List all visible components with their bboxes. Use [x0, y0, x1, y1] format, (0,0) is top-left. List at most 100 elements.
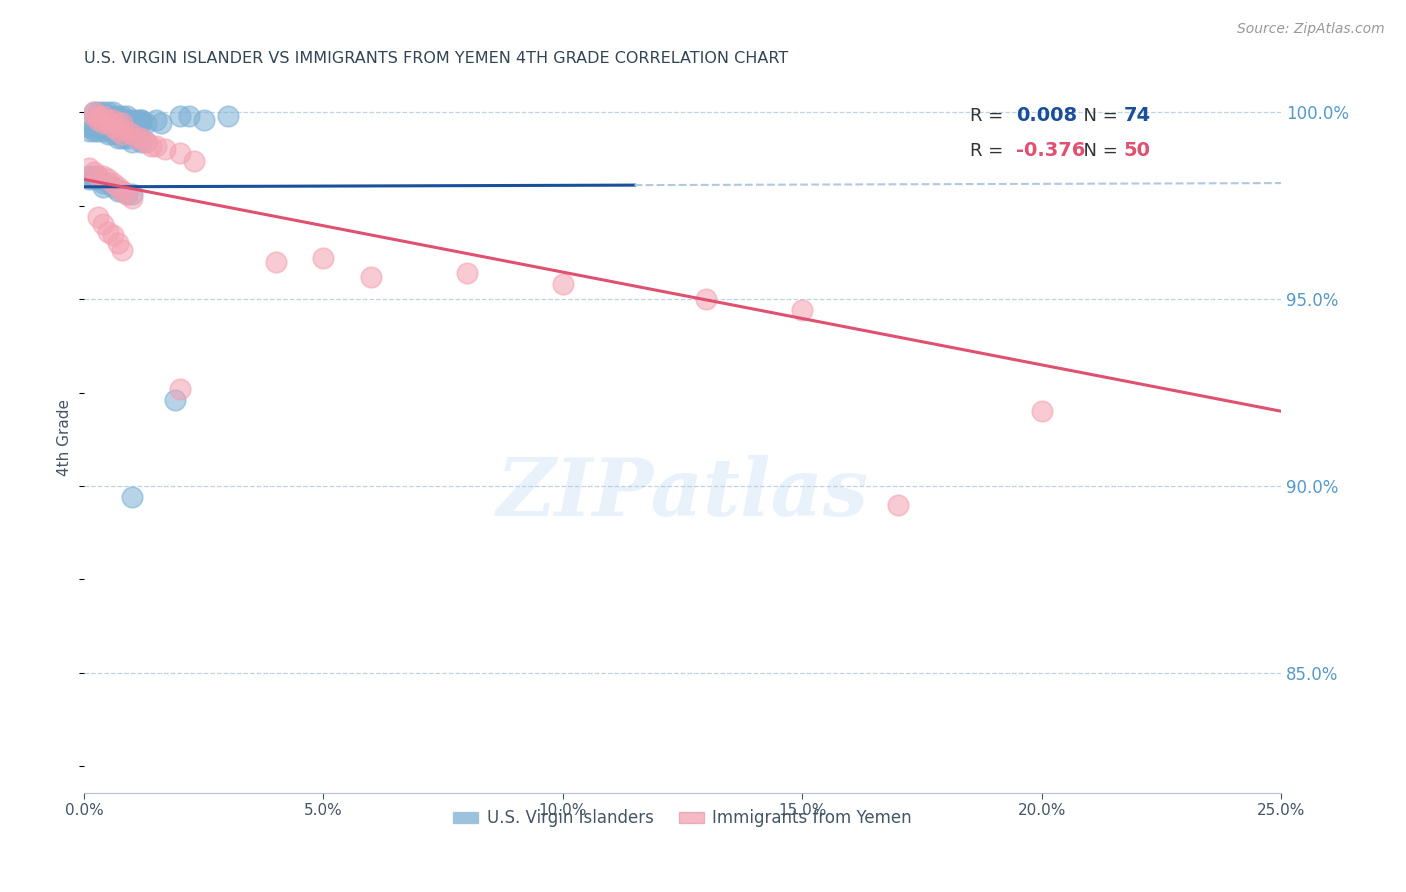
Point	[125, 116, 148, 130]
Point	[77, 172, 100, 186]
Point	[91, 217, 114, 231]
Point	[115, 112, 138, 127]
Point	[111, 244, 134, 258]
Text: Source: ZipAtlas.com: Source: ZipAtlas.com	[1237, 22, 1385, 37]
Point	[121, 191, 143, 205]
Point	[87, 124, 110, 138]
Point	[121, 116, 143, 130]
Point	[87, 169, 110, 183]
Point	[83, 105, 105, 120]
Point	[97, 116, 120, 130]
Point	[115, 116, 138, 130]
Point	[107, 124, 129, 138]
Point	[131, 112, 153, 127]
Point	[145, 112, 167, 127]
Point	[1031, 404, 1053, 418]
Point	[101, 179, 124, 194]
Point	[87, 112, 110, 127]
Point	[97, 105, 120, 120]
Point	[135, 135, 157, 149]
Point	[131, 116, 153, 130]
Point	[111, 116, 134, 130]
Point	[111, 131, 134, 145]
Point	[131, 135, 153, 149]
Point	[145, 138, 167, 153]
Point	[131, 112, 153, 127]
Point	[91, 105, 114, 120]
Text: 74: 74	[1123, 106, 1150, 126]
Point	[83, 120, 105, 134]
Legend: U.S. Virgin Islanders, Immigrants from Yemen: U.S. Virgin Islanders, Immigrants from Y…	[447, 803, 918, 834]
Point	[97, 172, 120, 186]
Point	[87, 120, 110, 134]
Text: ZIPatlas: ZIPatlas	[496, 456, 869, 533]
Point	[101, 109, 124, 123]
Point	[111, 184, 134, 198]
Point	[87, 109, 110, 123]
Point	[91, 112, 114, 127]
Point	[121, 187, 143, 202]
Text: -0.376: -0.376	[1015, 142, 1085, 161]
Point	[101, 120, 124, 134]
Point	[97, 112, 120, 127]
Point	[77, 161, 100, 175]
Point	[115, 124, 138, 138]
Point	[125, 131, 148, 145]
Point	[101, 112, 124, 127]
Point	[101, 228, 124, 243]
Text: 50: 50	[1123, 142, 1150, 161]
Point	[107, 109, 129, 123]
Point	[91, 169, 114, 183]
Point	[115, 187, 138, 202]
Point	[149, 116, 172, 130]
Point	[101, 124, 124, 138]
Point	[101, 105, 124, 120]
Point	[107, 116, 129, 130]
Point	[97, 176, 120, 190]
Point	[312, 251, 335, 265]
Point	[111, 124, 134, 138]
Point	[264, 254, 287, 268]
Point	[125, 131, 148, 145]
Point	[217, 109, 239, 123]
Point	[125, 112, 148, 127]
Point	[135, 116, 157, 130]
Point	[91, 116, 114, 130]
Point	[83, 165, 105, 179]
Text: N =: N =	[1071, 142, 1123, 160]
Point	[111, 109, 134, 123]
Point	[101, 176, 124, 190]
Point	[87, 210, 110, 224]
Point	[121, 112, 143, 127]
Point	[77, 124, 100, 138]
Point	[83, 172, 105, 186]
Point	[107, 116, 129, 130]
Point	[83, 105, 105, 120]
Point	[179, 109, 201, 123]
Point	[792, 303, 814, 318]
Point	[87, 172, 110, 186]
Point	[139, 138, 162, 153]
Point	[111, 184, 134, 198]
Point	[83, 124, 105, 138]
Point	[155, 143, 177, 157]
Point	[695, 292, 717, 306]
Point	[115, 187, 138, 202]
Point	[456, 266, 478, 280]
Point	[107, 184, 129, 198]
Point	[87, 109, 110, 123]
Point	[91, 176, 114, 190]
Point	[101, 128, 124, 142]
Point	[121, 490, 143, 504]
Point	[97, 128, 120, 142]
Point	[183, 153, 205, 168]
Text: U.S. VIRGIN ISLANDER VS IMMIGRANTS FROM YEMEN 4TH GRADE CORRELATION CHART: U.S. VIRGIN ISLANDER VS IMMIGRANTS FROM …	[84, 51, 789, 66]
Point	[91, 120, 114, 134]
Point	[360, 269, 382, 284]
Point	[887, 498, 910, 512]
Point	[115, 109, 138, 123]
Point	[107, 179, 129, 194]
Point	[163, 392, 186, 407]
Point	[77, 120, 100, 134]
Point	[77, 169, 100, 183]
